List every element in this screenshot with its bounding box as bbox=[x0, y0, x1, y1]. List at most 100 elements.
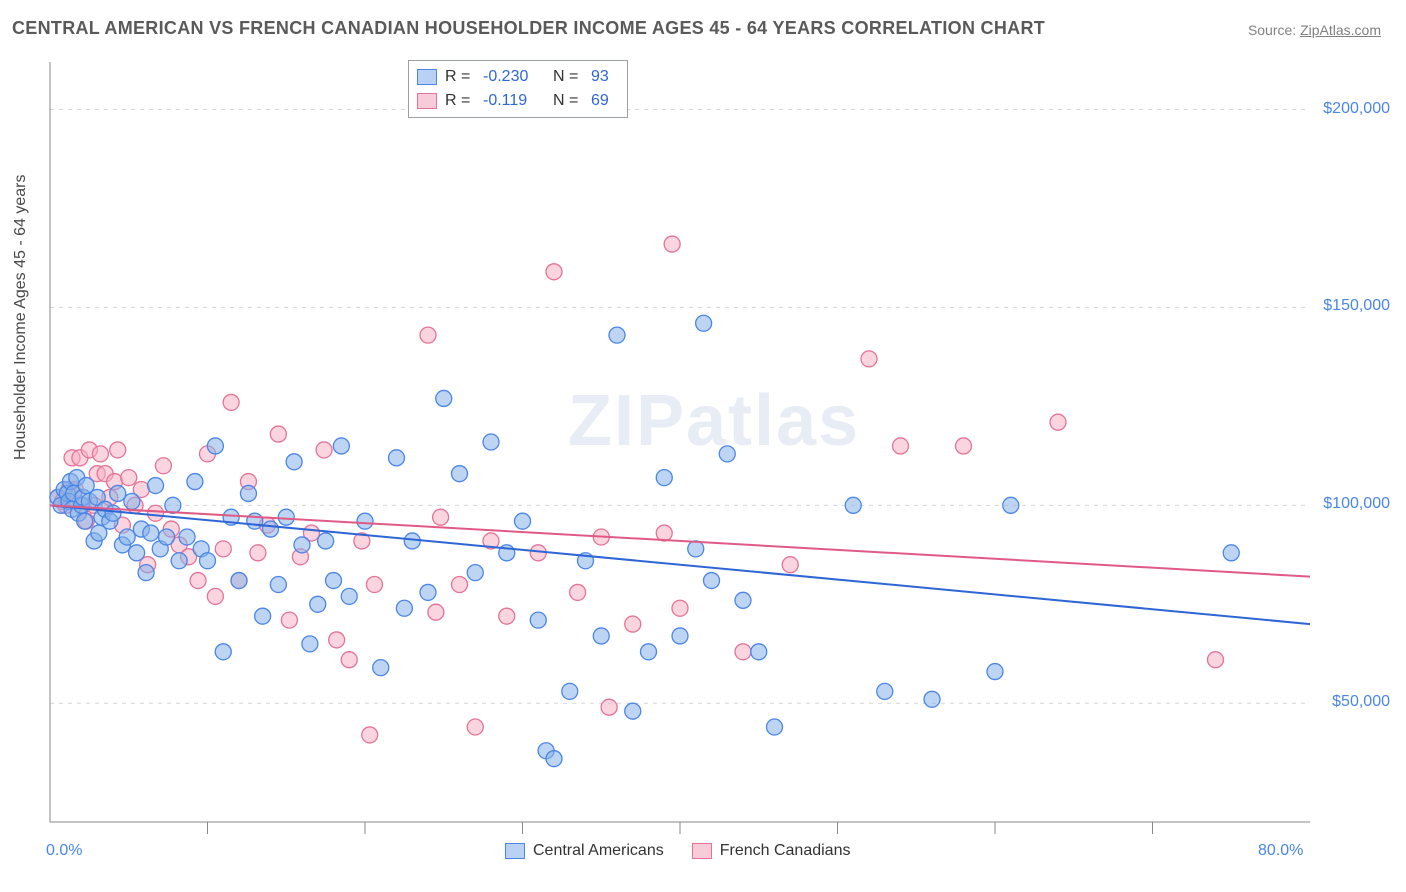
point-ca bbox=[656, 470, 672, 486]
point-ca bbox=[326, 573, 342, 589]
point-fc bbox=[433, 509, 449, 525]
point-ca bbox=[625, 703, 641, 719]
point-ca bbox=[333, 438, 349, 454]
point-fc bbox=[270, 426, 286, 442]
corr-row-ca: R = -0.230 N = 93 bbox=[417, 65, 619, 89]
trendline-fc bbox=[50, 505, 1310, 576]
point-ca bbox=[751, 644, 767, 660]
point-fc bbox=[428, 604, 444, 620]
point-ca bbox=[641, 644, 657, 660]
point-ca bbox=[735, 592, 751, 608]
point-ca bbox=[318, 533, 334, 549]
point-ca bbox=[187, 474, 203, 490]
point-fc bbox=[281, 612, 297, 628]
point-fc bbox=[420, 327, 436, 343]
point-fc bbox=[341, 652, 357, 668]
point-fc bbox=[546, 264, 562, 280]
legend-swatch-ca bbox=[505, 843, 525, 859]
point-fc bbox=[664, 236, 680, 252]
point-ca bbox=[688, 541, 704, 557]
point-ca bbox=[483, 434, 499, 450]
point-fc bbox=[861, 351, 877, 367]
point-ca bbox=[389, 450, 405, 466]
point-ca bbox=[341, 588, 357, 604]
point-ca bbox=[159, 529, 175, 545]
point-fc bbox=[190, 573, 206, 589]
r-label: R = bbox=[445, 92, 475, 110]
point-ca bbox=[207, 438, 223, 454]
point-ca bbox=[294, 537, 310, 553]
point-ca bbox=[255, 608, 271, 624]
point-ca bbox=[179, 529, 195, 545]
chart-container: { "title": "CENTRAL AMERICAN VS FRENCH C… bbox=[0, 0, 1406, 892]
point-ca bbox=[270, 577, 286, 593]
point-ca bbox=[200, 553, 216, 569]
point-fc bbox=[155, 458, 171, 474]
legend-swatch-fc bbox=[417, 93, 437, 109]
point-fc bbox=[92, 446, 108, 462]
plot-area bbox=[0, 0, 1406, 892]
point-fc bbox=[1050, 414, 1066, 430]
point-ca bbox=[515, 513, 531, 529]
point-fc bbox=[956, 438, 972, 454]
legend-swatch-ca bbox=[417, 69, 437, 85]
legend-label: Central Americans bbox=[533, 842, 664, 860]
point-ca bbox=[231, 573, 247, 589]
point-fc bbox=[362, 727, 378, 743]
point-fc bbox=[223, 394, 239, 410]
n-label: N = bbox=[553, 68, 583, 86]
point-ca bbox=[129, 545, 145, 561]
point-ca bbox=[310, 596, 326, 612]
point-ca bbox=[138, 565, 154, 581]
x-tick-label: 80.0% bbox=[1258, 842, 1303, 860]
corr-row-fc: R = -0.119 N = 69 bbox=[417, 89, 619, 113]
point-ca bbox=[302, 636, 318, 652]
point-ca bbox=[546, 751, 562, 767]
point-ca bbox=[119, 529, 135, 545]
point-ca bbox=[704, 573, 720, 589]
point-ca bbox=[240, 485, 256, 501]
n-label: N = bbox=[553, 92, 583, 110]
point-ca bbox=[148, 478, 164, 494]
point-ca bbox=[562, 683, 578, 699]
point-ca bbox=[215, 644, 231, 660]
point-ca bbox=[696, 315, 712, 331]
r-label: R = bbox=[445, 68, 475, 86]
point-ca bbox=[719, 446, 735, 462]
r-value: -0.230 bbox=[483, 68, 543, 86]
correlation-legend: R = -0.230 N = 93 R = -0.119 N = 69 bbox=[408, 60, 628, 118]
point-ca bbox=[124, 493, 140, 509]
point-ca bbox=[845, 497, 861, 513]
point-ca bbox=[420, 584, 436, 600]
point-ca bbox=[286, 454, 302, 470]
r-value: -0.119 bbox=[483, 92, 543, 110]
legend-swatch-fc bbox=[692, 843, 712, 859]
point-ca bbox=[110, 485, 126, 501]
y-tick-label: $150,000 bbox=[1310, 297, 1390, 315]
point-ca bbox=[278, 509, 294, 525]
point-fc bbox=[110, 442, 126, 458]
point-ca bbox=[467, 565, 483, 581]
point-ca bbox=[247, 513, 263, 529]
point-ca bbox=[1223, 545, 1239, 561]
point-fc bbox=[499, 608, 515, 624]
point-fc bbox=[329, 632, 345, 648]
legend-label: French Canadians bbox=[720, 842, 851, 860]
point-fc bbox=[207, 588, 223, 604]
y-tick-label: $200,000 bbox=[1310, 100, 1390, 118]
point-fc bbox=[121, 470, 137, 486]
point-ca bbox=[77, 513, 93, 529]
n-value: 93 bbox=[591, 68, 619, 86]
point-fc bbox=[782, 557, 798, 573]
point-fc bbox=[735, 644, 751, 660]
point-fc bbox=[148, 505, 164, 521]
point-ca bbox=[530, 612, 546, 628]
point-ca bbox=[171, 553, 187, 569]
point-ca bbox=[452, 466, 468, 482]
n-value: 69 bbox=[591, 92, 619, 110]
y-tick-label: $50,000 bbox=[1310, 693, 1390, 711]
point-fc bbox=[625, 616, 641, 632]
point-ca bbox=[357, 513, 373, 529]
point-ca bbox=[877, 683, 893, 699]
series-legend: Central Americans French Canadians bbox=[505, 842, 850, 860]
